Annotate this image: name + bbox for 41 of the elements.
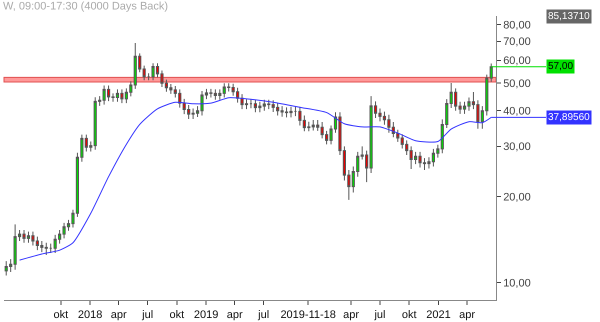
x-tick-label: 2021 <box>426 309 451 322</box>
annotation: 57,00 <box>548 61 574 72</box>
candlestick <box>151 62 155 81</box>
y-tick-label: 10,00 <box>503 278 531 290</box>
x-tick-label: okt <box>402 309 417 322</box>
candlestick <box>289 106 293 118</box>
candlestick <box>249 98 253 109</box>
candlestick <box>418 151 422 168</box>
candlestick <box>54 234 57 254</box>
y-tick-label: 60,00 <box>503 55 531 68</box>
candlestick <box>106 85 110 102</box>
x-tick-label: 2018 <box>78 309 102 322</box>
y-tick-label: 20,00 <box>503 192 531 204</box>
x-tick-label: apr <box>226 309 244 322</box>
candlestick <box>26 231 30 244</box>
x-tick-label: jul <box>257 309 270 322</box>
x-tick-label: okt <box>54 309 68 322</box>
x-tick-label: apr <box>343 309 360 322</box>
x-tick-label: jul <box>141 309 154 322</box>
text: 85,13710 <box>548 11 590 22</box>
x-tick-label: jul <box>373 309 386 322</box>
candlestick <box>22 229 26 244</box>
x-tick-label: okt <box>170 309 184 322</box>
annotation: 37,89560 <box>548 112 590 123</box>
candlestick <box>462 101 466 114</box>
x-tick-label: apr <box>459 309 476 322</box>
y-tick-label: 70,00 <box>503 36 531 48</box>
candlestick <box>116 88 120 102</box>
y-tick-label: 40,00 <box>503 106 531 118</box>
x-tick-label: 2019 <box>194 309 218 322</box>
x-tick-label: apr <box>110 309 128 322</box>
y-tick-label: 50,00 <box>503 78 531 90</box>
y-tick-label: 30,00 <box>503 141 531 154</box>
x-tick-label: 2019-11-18 <box>280 309 336 322</box>
candlestick <box>240 94 244 110</box>
candlestick <box>294 106 298 117</box>
y-tick-label: 80,00 <box>503 20 531 32</box>
candlestick <box>200 90 204 116</box>
chart-title: W, 09:00-17:30 (4000 Days Back) <box>3 0 168 12</box>
candlestick <box>31 231 35 246</box>
candlestick <box>284 106 288 118</box>
